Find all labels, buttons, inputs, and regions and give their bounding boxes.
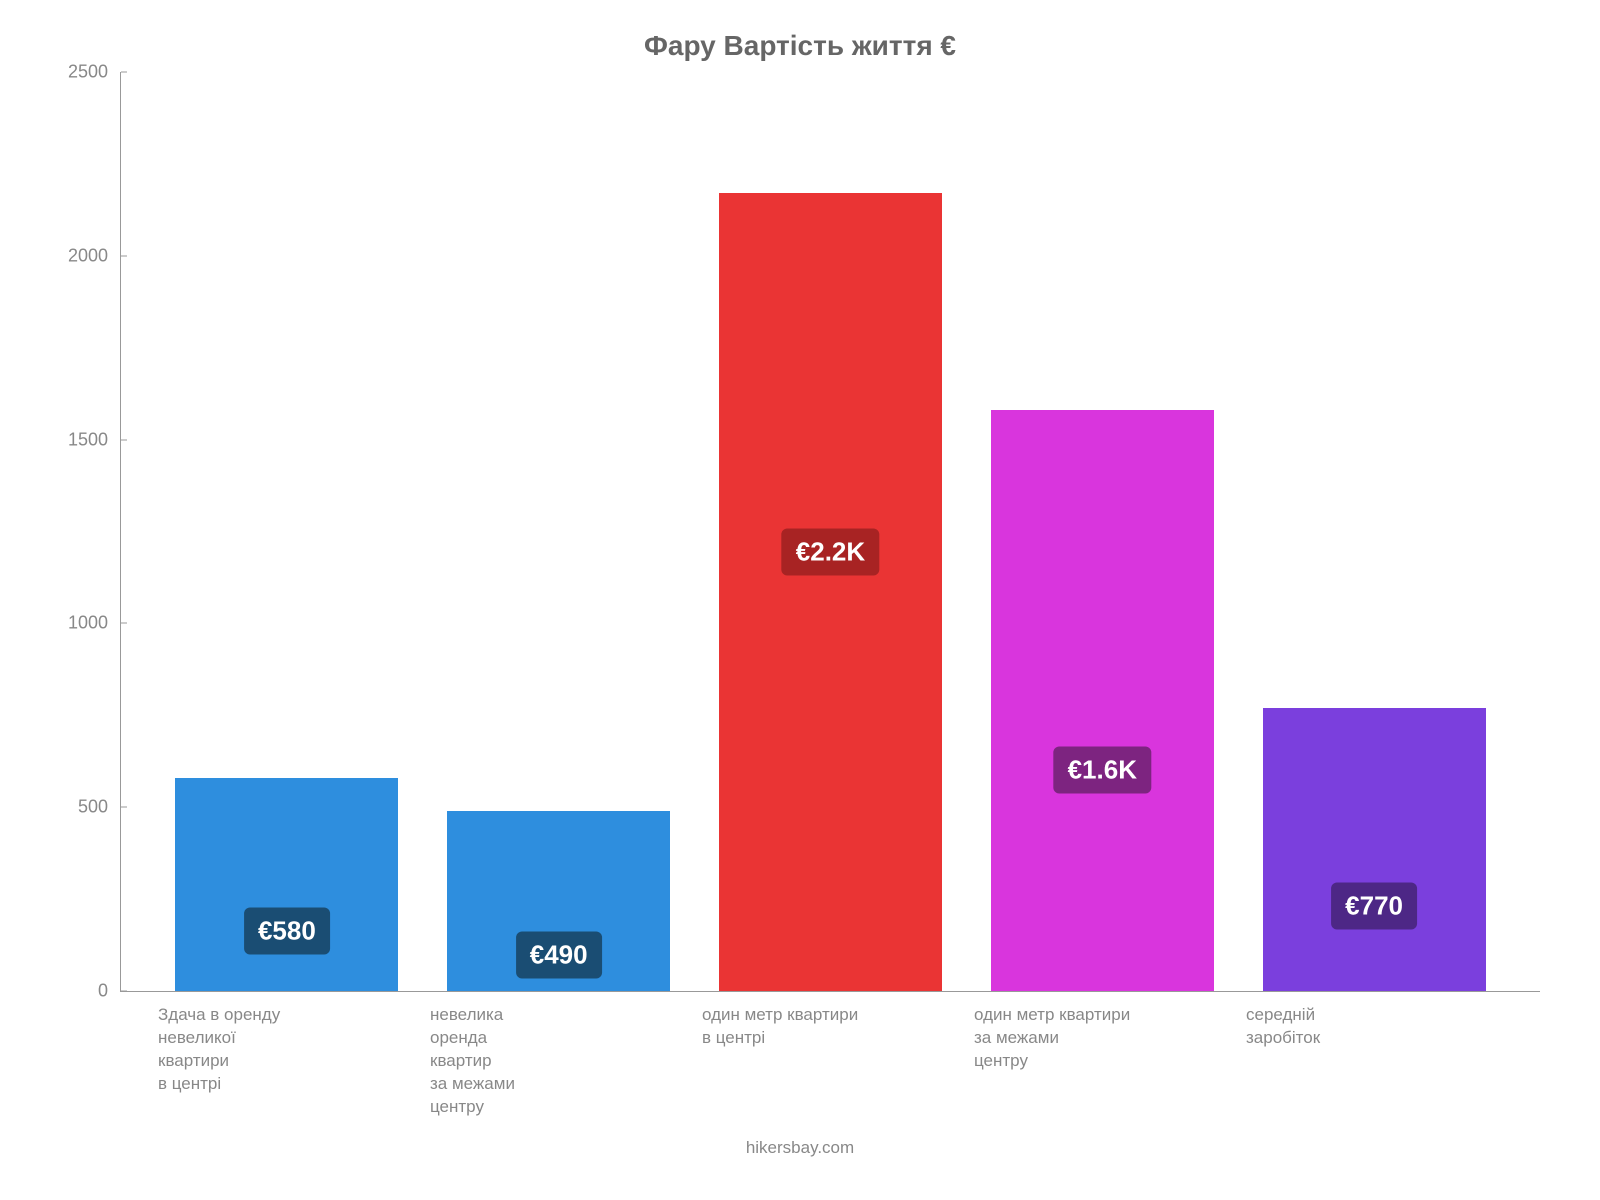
chart-title: Фару Вартість життя € xyxy=(60,30,1540,62)
y-tick-mark xyxy=(121,255,127,256)
y-tick-label: 1500 xyxy=(58,429,108,450)
attribution-text: hikersbay.com xyxy=(746,1138,854,1158)
bar-value-label: €770 xyxy=(1331,883,1417,930)
bar-value-label: €1.6K xyxy=(1054,747,1151,794)
bars-container: €580 €490 €2.2K €1.6K €770 xyxy=(121,72,1540,991)
bar: €1.6K xyxy=(991,410,1214,991)
bar-slot: €1.6K xyxy=(966,72,1238,991)
bar: €2.2K xyxy=(719,193,942,991)
bar-slot: €490 xyxy=(423,72,695,991)
x-category-label: Здача в оренду невеликої квартири в цент… xyxy=(150,1004,422,1119)
y-tick-label: 2000 xyxy=(58,245,108,266)
bar: €580 xyxy=(175,778,398,991)
y-tick-label: 2500 xyxy=(58,62,108,83)
y-tick-mark xyxy=(121,72,127,73)
x-category-label: один метр квартири в центрі xyxy=(694,1004,966,1119)
bar-value-label: €2.2K xyxy=(782,529,879,576)
x-axis-labels: Здача в оренду невеликої квартири в цент… xyxy=(120,1004,1540,1119)
bar-slot: €2.2K xyxy=(695,72,967,991)
x-category-label: середній заробіток xyxy=(1238,1004,1510,1119)
y-tick-label: 500 xyxy=(58,797,108,818)
cost-of-living-chart: Фару Вартість життя € 0 500 1000 1500 2000 25… xyxy=(60,30,1540,1170)
x-category-label: один метр квартири за межами центру xyxy=(966,1004,1238,1119)
bar-value-label: €580 xyxy=(244,908,330,955)
bar: €490 xyxy=(447,811,670,991)
y-tick-mark xyxy=(121,991,127,992)
y-tick-label: 1000 xyxy=(58,613,108,634)
bar-slot: €770 xyxy=(1238,72,1510,991)
y-tick-mark xyxy=(121,807,127,808)
y-tick-mark xyxy=(121,623,127,624)
bar: €770 xyxy=(1263,708,1486,991)
bar-value-label: €490 xyxy=(516,931,602,978)
y-axis: 05001000150020002500 xyxy=(61,72,116,991)
x-category-label: невелика оренда квартир за межами центру xyxy=(422,1004,694,1119)
y-tick-mark xyxy=(121,439,127,440)
plot-area: 05001000150020002500 €580€490€2.2K€1.6K€… xyxy=(120,72,1540,992)
bar-slot: €580 xyxy=(151,72,423,991)
y-tick-label: 0 xyxy=(58,981,108,1002)
